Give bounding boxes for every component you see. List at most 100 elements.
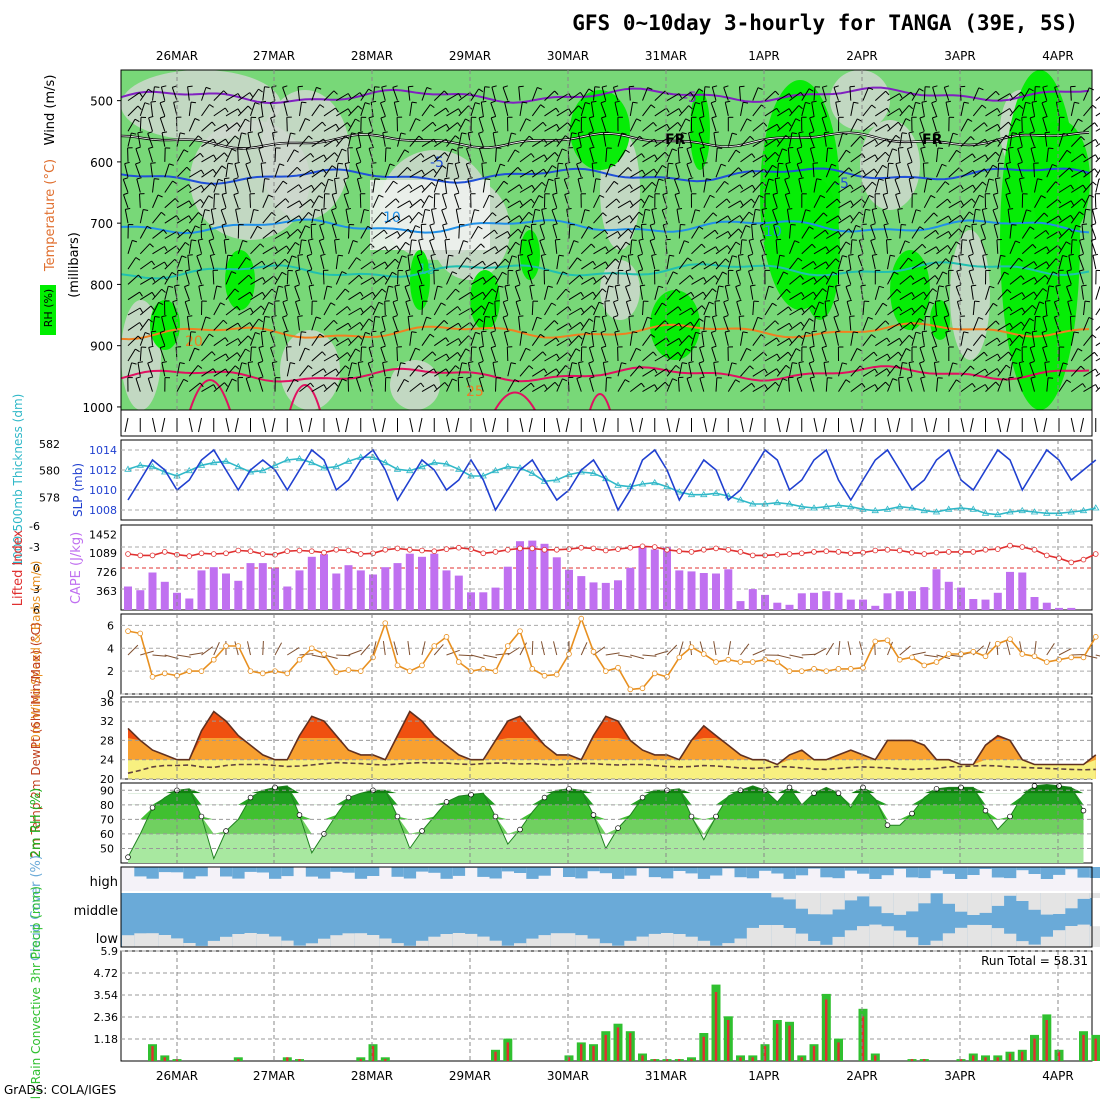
thickness-tick: 582 [39, 438, 60, 451]
wind-barb [1008, 377, 1011, 392]
wind-barb [1009, 275, 1022, 285]
cloud-high-bar [195, 867, 208, 877]
wind-barb [833, 301, 839, 316]
wind-barb [1009, 93, 1013, 99]
wind-barb [1058, 362, 1064, 377]
wind-barb [397, 149, 406, 163]
wind-barb [394, 284, 400, 287]
wind-barb [1070, 365, 1082, 377]
wind-barb [188, 102, 192, 116]
wind-barb [172, 315, 178, 318]
wind-barb [621, 362, 627, 365]
data-point [1043, 552, 1050, 559]
wind-barb [250, 102, 256, 117]
wind-barb [835, 285, 839, 300]
wind-barb [335, 368, 339, 374]
rh-dry-area [830, 70, 890, 130]
wind-barb [982, 207, 988, 210]
wind-barb [446, 93, 459, 102]
wind-barb [323, 319, 335, 331]
wind-barb [286, 647, 300, 656]
wind-barb [723, 316, 729, 331]
wind-barb [568, 118, 576, 132]
wind-barb [515, 299, 522, 303]
wind-barb [930, 195, 936, 199]
wind-barb [556, 93, 570, 102]
wind-barb [971, 153, 976, 159]
wind-barb [564, 192, 570, 195]
wind-barb [600, 347, 607, 362]
wind-barb [775, 177, 781, 180]
wind-barb [491, 316, 496, 331]
wind-barb [420, 198, 425, 204]
wind-tick: 0 [107, 688, 114, 701]
wind-barb [258, 146, 264, 149]
wind-barb [234, 135, 240, 140]
cloud-low-bar [207, 940, 221, 947]
wind-barb [796, 146, 803, 150]
wind-barb [997, 163, 1000, 178]
wind-barb [334, 177, 340, 180]
precip-conv-bar [996, 1057, 999, 1061]
wind-barb [417, 269, 423, 272]
cloud-row-label: high [90, 875, 118, 890]
wind-barb [135, 378, 141, 392]
wind-barb [801, 102, 806, 117]
data-point [1019, 651, 1026, 657]
wind-barb [495, 147, 497, 162]
wind-barb [429, 238, 435, 242]
wind-barb [997, 148, 1003, 163]
wind-barb [921, 331, 925, 346]
wind-barb [1033, 291, 1038, 297]
wind-barb [589, 115, 595, 119]
wind-barb [788, 93, 793, 99]
wind-barb [186, 316, 190, 331]
cape-bar [871, 605, 880, 610]
wind-barb [555, 238, 561, 241]
wind-barb [539, 238, 545, 242]
wind-barb [505, 198, 510, 203]
wind-barb [581, 291, 594, 301]
cloud-label: Cloud Cover (%) [29, 855, 44, 961]
wind-barb [617, 654, 632, 658]
cape-bar [222, 573, 230, 610]
wind-barb [679, 307, 692, 316]
cloud-high-bar [232, 867, 245, 879]
cloud-low-bar [795, 933, 809, 947]
cloud-low-bar [134, 933, 147, 947]
data-point [676, 654, 683, 661]
contour-label: -5 [430, 155, 444, 171]
wind-barb [678, 118, 687, 132]
wind-barb [965, 224, 971, 228]
wind-barb [551, 165, 557, 169]
wind-barb [789, 291, 802, 301]
wind-barb [458, 118, 466, 132]
wind-barb [135, 257, 141, 261]
wind-barb [250, 260, 263, 270]
wind-barb [514, 379, 520, 383]
wind-barb [257, 360, 263, 364]
wind-barb [904, 240, 910, 244]
wind-barb [1017, 161, 1023, 165]
wind-barb [725, 284, 731, 287]
wind-barb [698, 360, 704, 364]
wind-barb [1055, 284, 1061, 287]
wind-barb [160, 345, 166, 349]
wind-barb [458, 307, 472, 316]
wind-barb [1017, 376, 1023, 379]
wind-barb [495, 180, 505, 193]
cloud-mid-bar [1089, 893, 1100, 898]
wind-barb [552, 192, 558, 195]
wind-barb [1042, 347, 1048, 362]
data-point [430, 458, 438, 466]
wind-barb [970, 136, 975, 141]
wind-barb [299, 102, 302, 116]
wind-barb [185, 299, 191, 303]
data-point [161, 670, 168, 677]
wind-barb [532, 154, 545, 163]
wind-barb [764, 90, 776, 101]
cloud-low-bar [587, 938, 600, 947]
wind-barb [378, 301, 384, 305]
wind-barb [148, 115, 154, 119]
